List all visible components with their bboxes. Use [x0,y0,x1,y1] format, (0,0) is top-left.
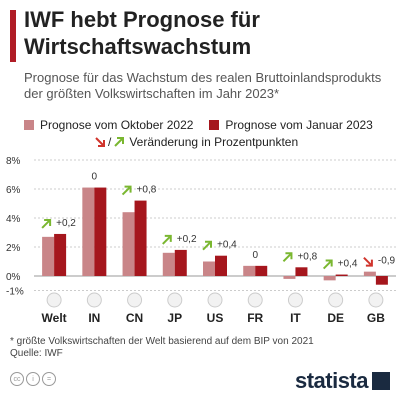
change-up-arrow [202,241,211,251]
change-label: 0 [252,250,258,261]
footnote: * größte Volkswirtschaften der Welt basi… [10,336,400,360]
statista-logo: statista [295,368,390,394]
bar-jan [134,200,147,276]
change-up-arrowhead [285,252,293,260]
source-text: Quelle: IWF [10,348,63,359]
change-up-arrowhead [205,240,212,248]
change-label: +0,2 [177,234,197,245]
change-label: -0,9 [378,256,396,267]
legend-change-label: Veränderung in Prozentpunkten [129,134,299,149]
flag-india-icon [86,292,102,308]
bar-oct [323,276,336,281]
category-label: GB [367,311,385,325]
chart-title: IWF hebt Prognose für Wirtschaftswachstu… [24,7,260,59]
bar-chart: 8% 6% 4% 2% 0% -1% +0,2 Welt 0 IN +0,8 CN +0,2 JP +0,4… [6,156,396,325]
legend-item-change: / Veränderung in Prozentpunkten [94,135,298,149]
flag-france-icon [247,292,263,308]
brand-mark-icon [372,372,390,390]
category-label: IT [290,311,301,325]
down-arrow-icon [95,136,105,147]
bar-oct [243,265,256,276]
change-label: +0,4 [217,240,237,251]
legend-label-jan: Prognose vom Januar 2023 [225,117,373,132]
flag-italy-icon [287,292,303,308]
y-tick-label: -1% [6,287,24,298]
change-up-arrow [41,220,50,229]
legend-swatch-jan [209,119,220,130]
bar-oct [42,236,55,276]
legend-change-prefix: / [108,134,112,149]
category-label: CN [126,311,143,325]
change-down-arrowhead [365,259,373,267]
chart-subtitle: Prognose für das Wachstum des realen Bru… [24,70,382,101]
flag-japan-icon [167,292,183,308]
nd-icon: = [42,372,56,386]
change-up-arrow [121,186,131,196]
legend: Prognose vom Oktober 2022 Prognose vom J… [24,116,394,150]
bar-jan [255,265,268,276]
y-tick-label: 8% [6,156,21,167]
title-accent-bar [10,10,16,62]
change-label: +0,8 [137,185,157,196]
bar-jan [174,249,187,276]
change-label: 0 [92,172,98,183]
footnote-text: * größte Volkswirtschaften der Welt basi… [10,336,314,347]
bar-oct [203,261,215,276]
bar-oct [82,187,95,276]
bar-jan [335,274,348,276]
y-tick-label: 2% [6,243,21,254]
change-up-arrow [282,253,292,263]
by-icon: i [26,372,40,386]
y-tick-label: 6% [6,185,21,196]
globe-icon [46,292,62,308]
bar-oct [363,271,376,276]
change-label: +0,8 [297,251,317,262]
change-up-arrowhead [124,185,132,193]
license-icons: cc i = [10,372,56,386]
bar-oct [122,212,135,276]
cc-icon: cc [10,372,24,386]
flag-uk-icon [368,292,384,308]
change-up-arrowhead [325,259,333,267]
bar-jan [54,233,67,276]
bar-jan [295,267,308,276]
change-up-arrow [322,260,332,270]
category-label: Welt [42,311,67,325]
flag-usa-icon [207,292,223,308]
category-label: IN [88,311,100,325]
y-tick-label: 4% [6,214,21,225]
bar-jan [215,255,227,276]
change-down-arrow [363,256,372,266]
bar-oct [283,276,296,279]
change-label: +0,2 [56,218,76,229]
bar-jan [375,276,388,285]
legend-item-jan: Prognose vom Januar 2023 [209,117,373,132]
category-label: DE [327,311,344,325]
change-up-arrowhead [44,218,52,226]
change-up-arrowhead [164,234,172,242]
change-label: +0,4 [338,259,358,270]
legend-label-oct: Prognose vom Oktober 2022 [40,117,194,132]
bar-jan [94,187,107,276]
y-tick-label: 0% [6,272,21,283]
up-arrow-icon [114,136,125,147]
brand-name: statista [294,368,369,393]
category-label: FR [247,311,263,325]
category-label: US [207,311,224,325]
legend-item-oct: Prognose vom Oktober 2022 [24,118,193,132]
category-label: JP [167,311,182,325]
legend-swatch-oct [24,119,34,130]
bar-oct [162,252,175,276]
flag-china-icon [127,292,143,308]
flag-germany-icon [328,292,344,308]
change-up-arrow [162,236,171,245]
